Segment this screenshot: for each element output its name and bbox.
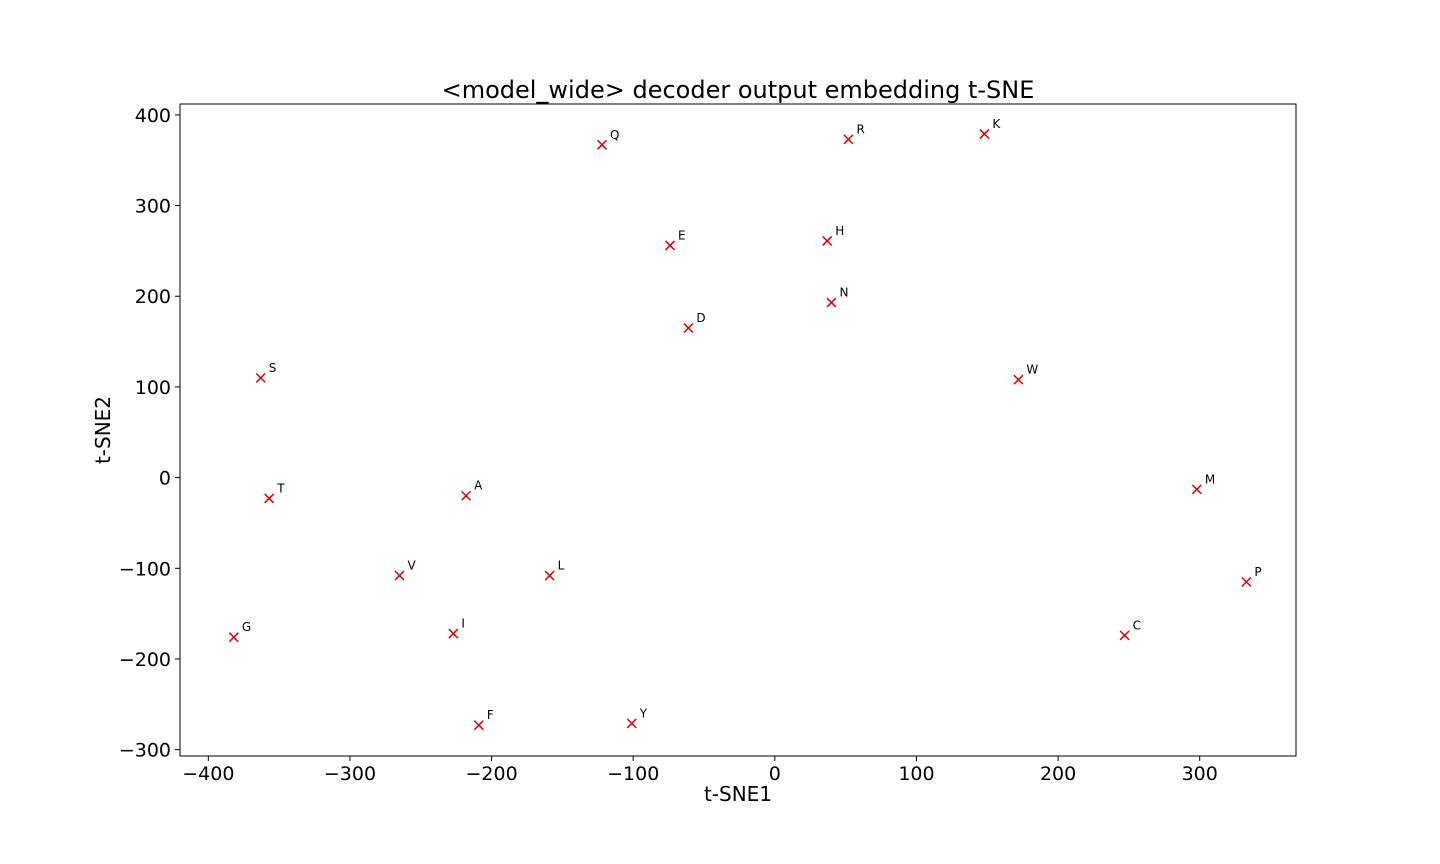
point-H [822, 235, 833, 246]
point-label-S: S [269, 361, 277, 375]
data-points: Q R K E H N D S W T A M V L P G I C F Y [228, 117, 1262, 731]
x-axis-label: t-SNE1 [704, 782, 772, 806]
point-L [544, 570, 555, 581]
x-tick-label: 300 [1182, 763, 1218, 785]
point-F [473, 720, 484, 731]
point-label-H: H [835, 224, 844, 238]
point-label-G: G [242, 620, 251, 634]
x-tick-label: 200 [1040, 763, 1076, 785]
point-W [1013, 374, 1024, 385]
point-label-V: V [408, 559, 417, 573]
y-tick-label: 400 [135, 105, 171, 127]
x-tick-label: −300 [324, 763, 376, 785]
x-tick-label: 100 [898, 763, 934, 785]
point-label-R: R [856, 122, 864, 136]
x-axis: −400 −300 −200 −100 0 100 200 300 [182, 756, 1218, 785]
point-G [228, 632, 239, 643]
y-tick-label: 300 [135, 196, 171, 218]
point-label-D: D [696, 311, 705, 325]
point-label-C: C [1133, 618, 1141, 632]
point-V [394, 570, 405, 581]
point-label-L: L [558, 559, 565, 573]
x-tick-label: 0 [769, 763, 781, 785]
y-tick-label: 200 [135, 286, 171, 308]
plot-area [179, 103, 1297, 757]
point-label-F: F [487, 708, 494, 722]
point-label-E: E [678, 228, 686, 242]
point-S [255, 372, 266, 383]
y-tick-label: 0 [159, 468, 171, 490]
point-label-I: I [461, 617, 465, 631]
point-label-T: T [276, 481, 285, 495]
point-M [1191, 484, 1202, 495]
point-label-K: K [992, 117, 1001, 131]
x-tick-label: −100 [607, 763, 659, 785]
point-label-P: P [1254, 565, 1261, 579]
point-N [826, 297, 837, 308]
point-C [1119, 630, 1130, 641]
point-Q [597, 139, 608, 150]
point-R [843, 134, 854, 145]
y-tick-label: 100 [135, 377, 171, 399]
y-tick-label: −300 [119, 740, 171, 762]
point-label-W: W [1026, 363, 1038, 377]
point-label-M: M [1205, 472, 1215, 486]
point-T [264, 493, 275, 504]
point-D [683, 322, 694, 334]
point-E [664, 240, 676, 251]
point-K [979, 128, 990, 139]
point-I [448, 628, 459, 639]
x-tick-label: −200 [465, 763, 517, 785]
point-label-Q: Q [610, 128, 619, 142]
point-label-Y: Y [639, 706, 648, 720]
point-P [1241, 576, 1252, 587]
point-Y [626, 718, 637, 729]
point-label-A: A [474, 479, 483, 493]
y-axis: −300 −200 −100 0 100 200 300 400 [119, 105, 180, 762]
chart-title: <model_wide> decoder output embedding t-… [442, 76, 1035, 104]
x-tick-label: −400 [182, 763, 234, 785]
point-A [461, 490, 472, 501]
y-tick-label: −100 [119, 558, 171, 580]
point-label-N: N [839, 286, 848, 300]
y-tick-label: −200 [119, 649, 171, 671]
y-axis-label: t-SNE2 [91, 396, 115, 464]
